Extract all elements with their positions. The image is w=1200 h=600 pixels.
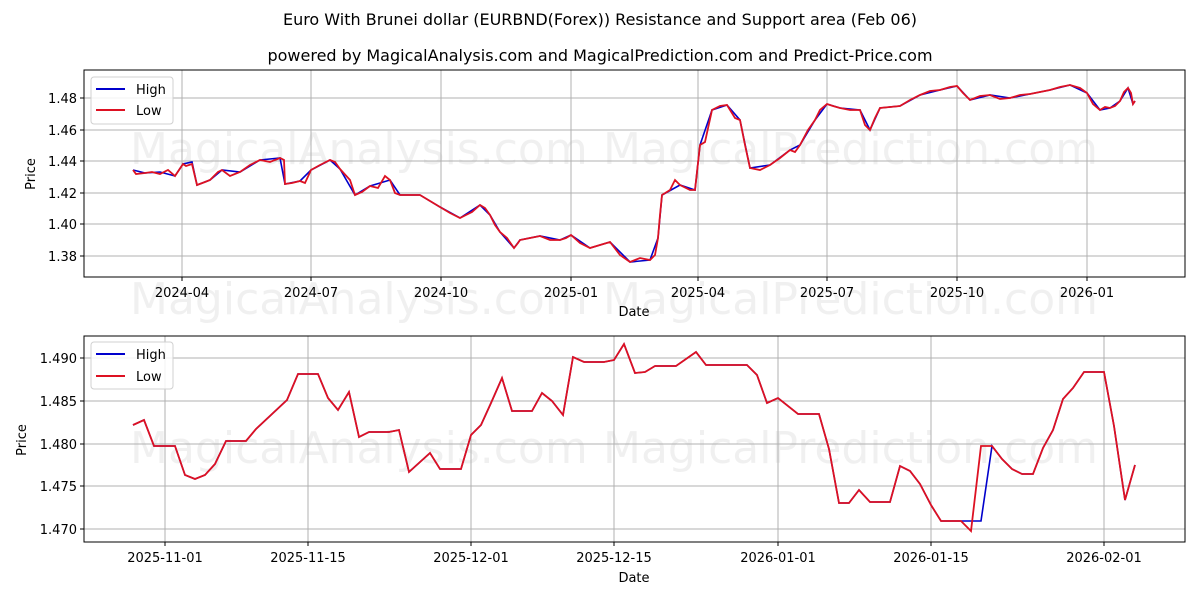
y-tick-label: 1.42 xyxy=(48,187,77,202)
top-x-axis-label: Date xyxy=(618,305,649,320)
bottom-y-axis-label: Price xyxy=(15,424,30,456)
bottom-chart: MagicalAnalysis.com MagicalPrediction.co… xyxy=(15,335,1186,586)
top-low-line xyxy=(132,84,1136,264)
x-tick-label: 2025-01 xyxy=(544,286,598,301)
y-tick-label: 1.480 xyxy=(40,438,77,453)
legend-high-label: High xyxy=(136,83,166,98)
bottom-grid xyxy=(84,336,1185,542)
watermark: MagicalPrediction.com xyxy=(603,274,1098,325)
watermark: MagicalPrediction.com xyxy=(603,423,1098,474)
x-tick-label: 2026-01-01 xyxy=(740,551,816,566)
y-tick-label: 1.40 xyxy=(48,218,77,233)
bottom-axes-frame xyxy=(83,335,1186,543)
watermark: MagicalAnalysis.com xyxy=(130,423,588,474)
bottom-low-line xyxy=(132,341,1136,533)
watermark: MagicalAnalysis.com xyxy=(130,124,588,175)
chart-title: Euro With Brunei dollar (EURBND(Forex)) … xyxy=(282,10,918,29)
bottom-x-axis: 2025-11-01 2025-11-15 2025-12-01 2025-12… xyxy=(127,542,1142,586)
y-tick-label: 1.475 xyxy=(40,480,77,495)
x-tick-label: 2024-07 xyxy=(284,286,338,301)
x-tick-label: 2026-01 xyxy=(1060,286,1114,301)
bottom-y-axis: 1.490 1.485 1.480 1.475 1.470 Price xyxy=(15,352,84,538)
y-tick-label: 1.490 xyxy=(40,352,77,367)
y-tick-label: 1.485 xyxy=(40,395,77,410)
watermark: MagicalAnalysis.com xyxy=(130,274,588,325)
x-tick-label: 2025-12-01 xyxy=(433,551,509,566)
x-tick-label: 2025-10 xyxy=(930,286,984,301)
top-axes-frame xyxy=(83,69,1186,278)
top-y-axis: 1.48 1.46 1.44 1.42 1.40 1.38 Price xyxy=(24,92,84,265)
x-tick-label: 2025-04 xyxy=(671,286,725,301)
chart-subtitle: powered by MagicalAnalysis.com and Magic… xyxy=(267,46,933,65)
top-y-axis-label: Price xyxy=(24,158,39,190)
x-tick-label: 2026-02-01 xyxy=(1066,551,1142,566)
bottom-x-axis-label: Date xyxy=(618,571,649,586)
x-tick-label: 2025-11-15 xyxy=(270,551,346,566)
top-chart: MagicalAnalysis.com MagicalPrediction.co… xyxy=(24,69,1186,325)
bottom-legend: High Low xyxy=(90,341,174,390)
legend-low-label: Low xyxy=(136,104,162,119)
watermark: MagicalPrediction.com xyxy=(603,124,1098,175)
x-tick-label: 2026-01-15 xyxy=(893,551,969,566)
y-tick-label: 1.44 xyxy=(48,155,77,170)
x-tick-label: 2024-10 xyxy=(414,286,468,301)
y-tick-label: 1.38 xyxy=(48,250,77,265)
y-tick-label: 1.46 xyxy=(48,124,77,139)
x-tick-label: 2024-04 xyxy=(155,286,209,301)
x-tick-label: 2025-07 xyxy=(800,286,854,301)
top-legend: High Low xyxy=(90,76,174,125)
y-tick-label: 1.470 xyxy=(40,523,77,538)
x-tick-label: 2025-11-01 xyxy=(127,551,203,566)
legend-low-label: Low xyxy=(136,370,162,385)
legend-high-label: High xyxy=(136,348,166,363)
x-tick-label: 2025-12-15 xyxy=(576,551,652,566)
top-x-axis: 2024-04 2024-07 2024-10 2025-01 2025-04 … xyxy=(155,277,1114,320)
y-tick-label: 1.48 xyxy=(48,92,77,107)
